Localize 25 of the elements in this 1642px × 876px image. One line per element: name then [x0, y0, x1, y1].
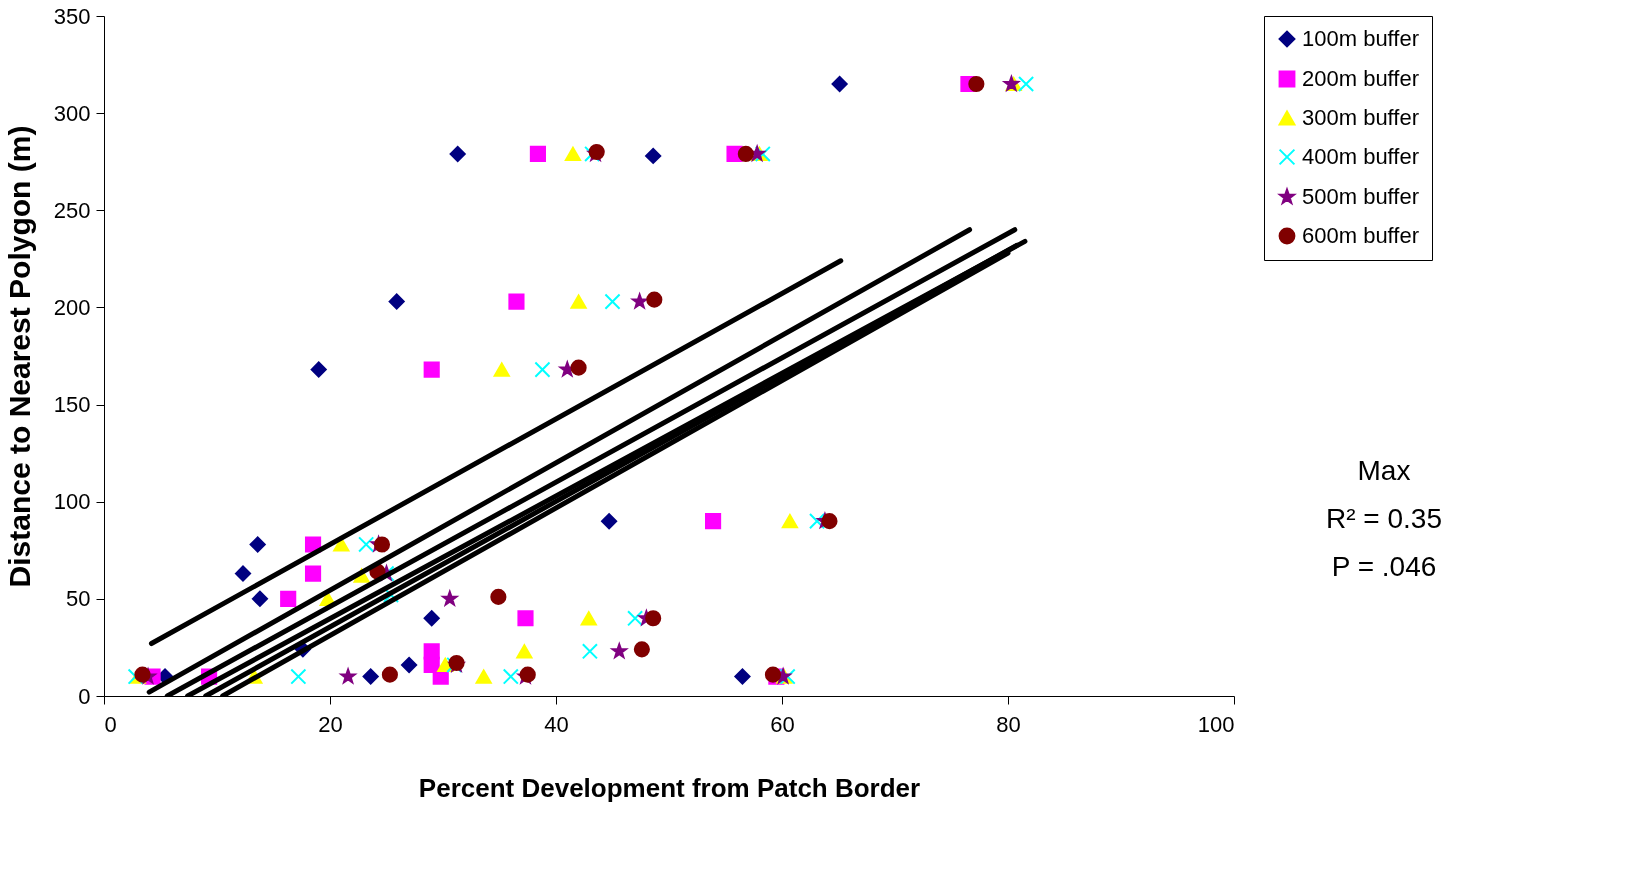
- y-tick-label: 350: [53, 3, 91, 29]
- text: R² = 0.35: [1326, 502, 1442, 534]
- x-tick-label: 60: [770, 711, 795, 737]
- y-tick-label: 250: [53, 197, 91, 223]
- y-axis-title: Distance to Nearest Polygon (m): [2, 125, 36, 588]
- legend-label: 100m buffer: [1302, 26, 1420, 51]
- legend-label: 500m buffer: [1302, 184, 1420, 209]
- text: Max: [1357, 454, 1411, 486]
- text: P = .046: [1331, 550, 1437, 582]
- x-tick-label: 0: [104, 711, 117, 737]
- x-axis-title: Percent Development from Patch Border: [418, 772, 921, 803]
- x-tick-label: 20: [318, 711, 343, 737]
- y-tick-label: 150: [53, 392, 91, 418]
- legend-label: 400m buffer: [1302, 144, 1420, 169]
- legend-label: 600m buffer: [1302, 223, 1420, 248]
- y-tick-label: 100: [53, 489, 91, 515]
- legend-label: 300m buffer: [1302, 105, 1420, 130]
- y-tick-label: 50: [66, 586, 91, 612]
- x-tick-label: 40: [544, 711, 569, 737]
- x-tick-label: 100: [1197, 711, 1235, 737]
- y-tick-label: 200: [53, 294, 91, 320]
- y-tick-label: 0: [78, 683, 91, 709]
- legend-label: 200m buffer: [1302, 66, 1420, 91]
- y-tick-label: 300: [53, 100, 91, 126]
- x-tick-label: 80: [996, 711, 1021, 737]
